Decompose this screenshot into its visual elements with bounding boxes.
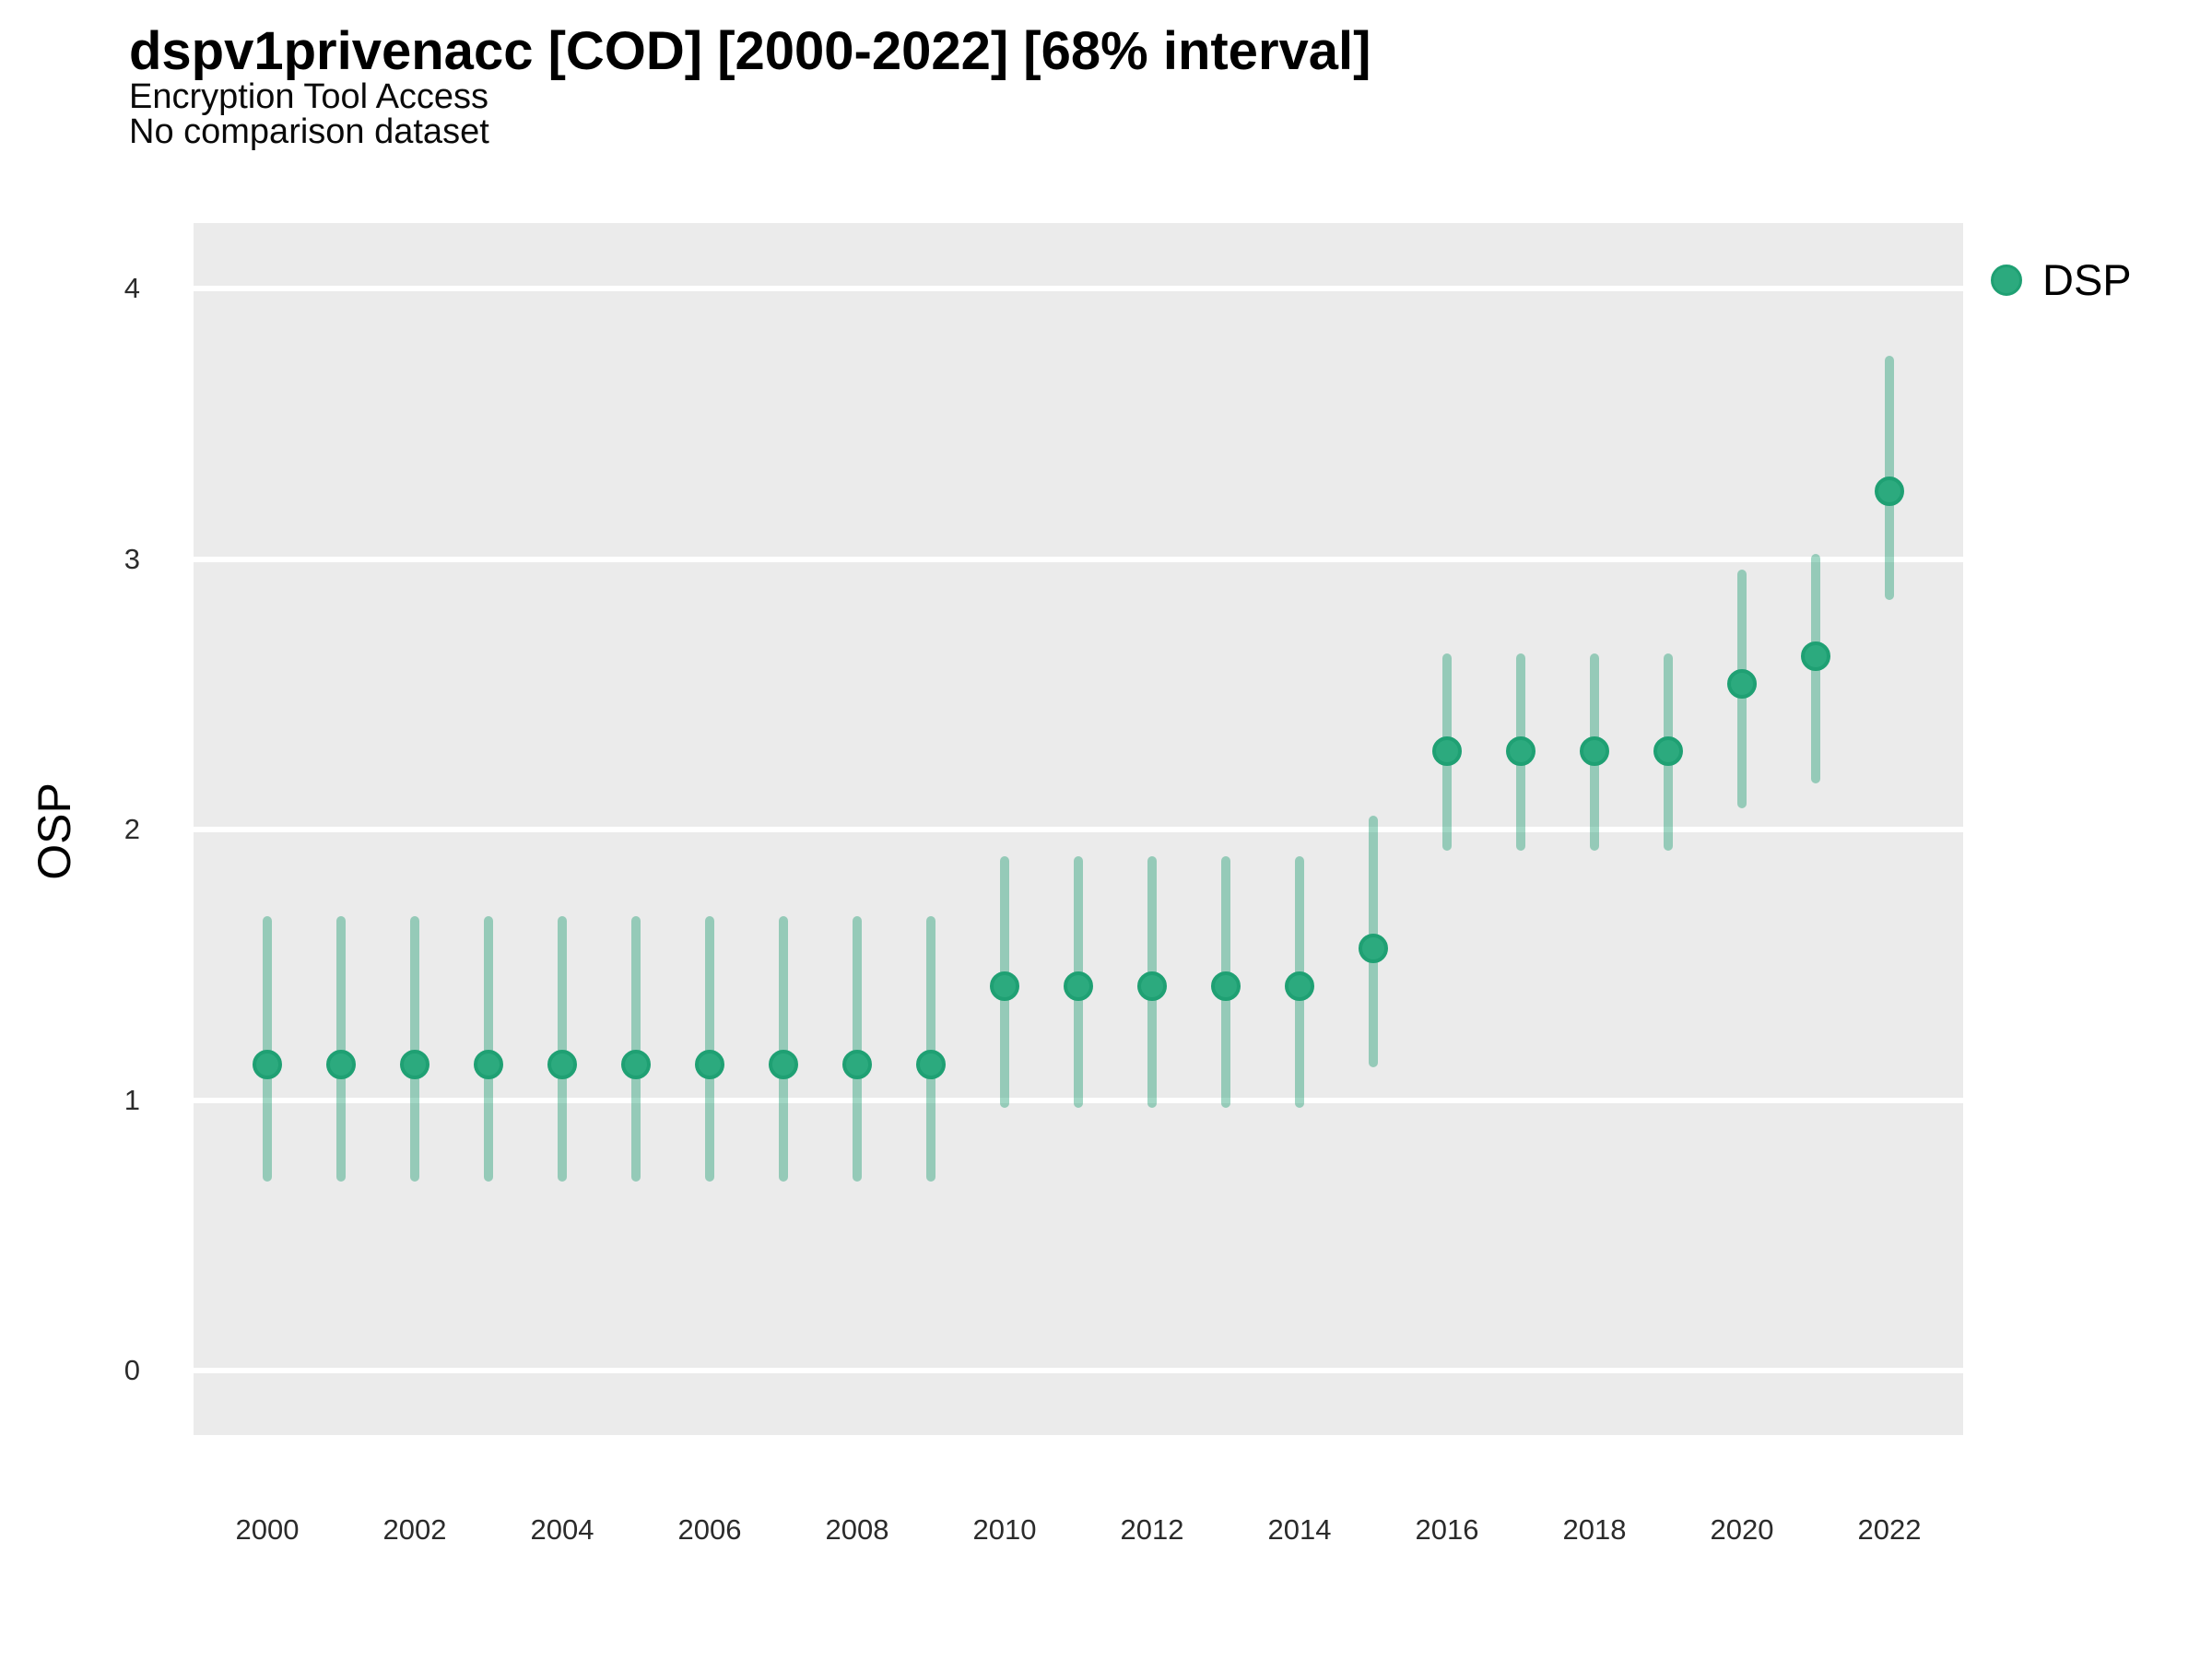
data-point-2012: [1137, 971, 1167, 1002]
interval-bar-2008: [853, 915, 862, 1182]
data-point-2019: [1653, 735, 1683, 766]
data-point-2006: [695, 1050, 724, 1080]
x-tick-label-2008: 2008: [825, 1513, 889, 1546]
comparison-note: No comparison dataset: [129, 112, 489, 151]
x-tick-label-2012: 2012: [1120, 1513, 1184, 1546]
y-tick-label-2: 2: [124, 813, 140, 845]
interval-bar-2009: [926, 915, 935, 1182]
y-tick-label-4: 4: [124, 272, 140, 304]
plot-panel: [194, 223, 1963, 1435]
data-point-2017: [1506, 735, 1535, 766]
x-tick-label-2010: 2010: [972, 1513, 1037, 1546]
y-tick-label-1: 1: [124, 1083, 140, 1116]
x-tick-label-2020: 2020: [1710, 1513, 1774, 1546]
x-tick-label-2004: 2004: [530, 1513, 594, 1546]
data-point-2022: [1875, 477, 1904, 507]
data-point-2007: [769, 1050, 798, 1080]
gridline-y-0: [194, 1368, 1963, 1373]
data-point-2018: [1580, 735, 1609, 766]
gridline-y-2: [194, 827, 1963, 832]
interval-bar-2000: [263, 915, 272, 1182]
data-point-2008: [842, 1050, 872, 1080]
legend: DSP: [1991, 254, 2132, 305]
x-tick-label-2006: 2006: [677, 1513, 742, 1546]
interval-bar-2004: [558, 915, 567, 1182]
y-tick-label-3: 3: [124, 542, 140, 575]
chart-subtitle: Encryption Tool Access: [129, 77, 489, 116]
interval-bar-2006: [705, 915, 714, 1182]
data-point-2021: [1801, 641, 1830, 672]
x-tick-label-2014: 2014: [1267, 1513, 1332, 1546]
data-point-2020: [1727, 668, 1757, 699]
data-point-2010: [990, 971, 1019, 1002]
legend-item-label: DSP: [2042, 255, 2132, 304]
legend-marker-icon: [1991, 264, 2022, 296]
data-point-2015: [1359, 934, 1388, 964]
x-tick-label-2022: 2022: [1857, 1513, 1922, 1546]
data-point-2011: [1064, 971, 1093, 1002]
x-tick-label-2016: 2016: [1415, 1513, 1479, 1546]
data-point-2013: [1211, 971, 1241, 1002]
y-tick-label-0: 0: [124, 1354, 140, 1386]
interval-bar-2005: [631, 915, 641, 1182]
data-point-2005: [621, 1050, 651, 1080]
data-point-2016: [1432, 735, 1462, 766]
x-tick-label-2000: 2000: [235, 1513, 300, 1546]
gridline-y-3: [194, 556, 1963, 562]
gridline-y-4: [194, 286, 1963, 291]
interval-bar-2001: [336, 915, 346, 1182]
interval-bar-2007: [779, 915, 788, 1182]
interval-bar-2003: [484, 915, 493, 1182]
data-point-2004: [547, 1050, 577, 1080]
data-point-2000: [253, 1050, 282, 1080]
data-point-2009: [916, 1050, 946, 1080]
data-point-2003: [474, 1050, 503, 1080]
x-tick-label-2002: 2002: [382, 1513, 447, 1546]
interval-bar-2002: [410, 915, 419, 1182]
gridline-y-1: [194, 1097, 1963, 1103]
x-tick-label-2018: 2018: [1562, 1513, 1627, 1546]
data-point-2002: [400, 1050, 429, 1080]
chart-title: dspv1privenacc [COD] [2000-2022] [68% in…: [129, 21, 1371, 81]
data-point-2001: [326, 1050, 356, 1080]
data-point-2014: [1285, 971, 1314, 1002]
